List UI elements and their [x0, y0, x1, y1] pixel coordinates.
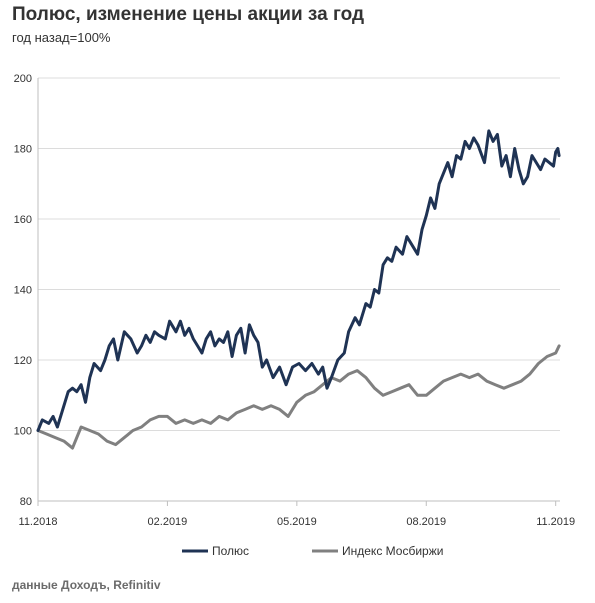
axes: 80 100 120 140 160 180 200 11.2018 02.2019 05.201…: [14, 73, 576, 528]
line-chart: 80 100 120 140 160 180 200 11.2018 02.2019 05.201…: [14, 73, 576, 558]
y-tick-label: 80: [20, 496, 32, 508]
y-tick-label: 120: [14, 355, 32, 367]
x-tick-label: 08.2019: [406, 516, 446, 528]
y-tick-label: 140: [14, 285, 32, 297]
legend-label: Полюс: [212, 544, 249, 558]
x-tick-label: 05.2019: [277, 516, 317, 528]
series-line-moex-index: [36, 344, 561, 450]
x-tick-label: 11.2018: [19, 516, 58, 528]
chart-subtitle: год назад=100%: [12, 30, 111, 45]
grid-lines: [38, 77, 560, 431]
legend-item-polyus: Полюс: [182, 544, 249, 558]
legend-item-moex-index: Индекс Мосбиржи: [312, 544, 443, 558]
y-tick-label: 180: [14, 144, 32, 156]
legend: Полюс Индекс Мосбиржи: [182, 544, 443, 558]
y-tick-label: 160: [14, 214, 32, 226]
source-note: данные Доходъ, Refinitiv: [12, 578, 161, 592]
series-lines: [36, 129, 561, 450]
y-tick-label: 200: [14, 73, 32, 85]
y-tick-label: 100: [14, 426, 32, 438]
x-tick-label: 02.2019: [148, 516, 188, 528]
x-tick-label: 11.2019: [536, 516, 575, 528]
series-line-polyus: [36, 129, 561, 432]
legend-label: Индекс Мосбиржи: [342, 544, 443, 558]
chart-title: Полюс, изменение цены акции за год: [12, 4, 365, 25]
